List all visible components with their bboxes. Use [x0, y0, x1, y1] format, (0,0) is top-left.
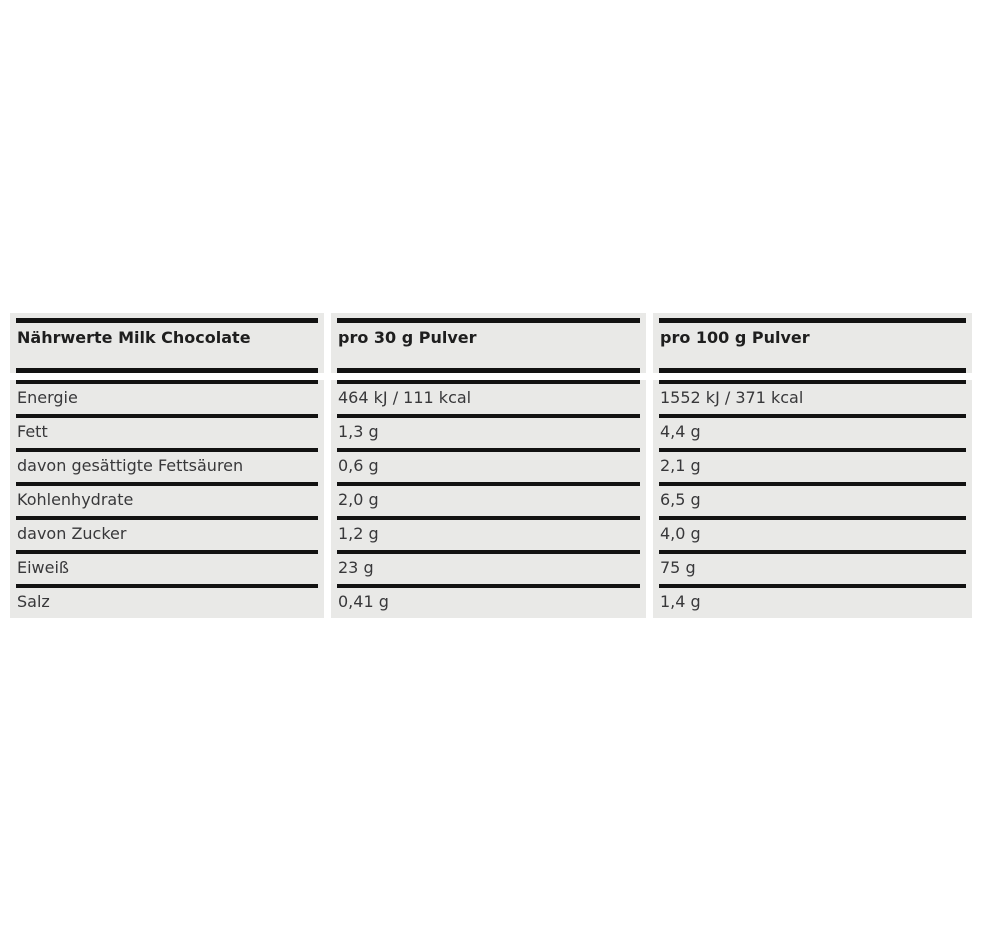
divider-line: [659, 550, 966, 554]
nutrient-row: Energie 464 kJ / 111 kcal 1552 kJ / 371 …: [10, 380, 972, 414]
per-30g-value: 0,41 g: [338, 592, 389, 611]
nutrient-label-cell: Salz: [10, 584, 324, 618]
per-100g-value: 2,1 g: [660, 456, 701, 475]
per-30g-value-cell: 1,3 g: [331, 414, 646, 448]
nutrient-label-cell: Fett: [10, 414, 324, 448]
nutrient-label-cell: Energie: [10, 380, 324, 414]
nutrient-label: Kohlenhydrate: [17, 490, 134, 509]
divider-line: [659, 380, 966, 384]
per-100g-value-cell: 1,4 g: [653, 584, 972, 618]
nutrient-label: Salz: [17, 592, 50, 611]
divider-line: [337, 482, 640, 486]
table-header-row: Nährwerte Milk Chocolate pro 30 g Pulver…: [10, 313, 972, 373]
per-100g-value: 4,0 g: [660, 524, 701, 543]
nutrient-row: Kohlenhydrate 2,0 g 6,5 g: [10, 482, 972, 516]
divider-line: [16, 584, 318, 588]
per-30g-value: 2,0 g: [338, 490, 379, 509]
per-30g-value-cell: 464 kJ / 111 kcal: [331, 380, 646, 414]
per-30g-value-cell: 23 g: [331, 550, 646, 584]
divider-line: [659, 516, 966, 520]
nutrient-label-cell: Eiweiß: [10, 550, 324, 584]
header-cell-per-100g: pro 100 g Pulver: [653, 313, 972, 373]
divider-line: [16, 516, 318, 520]
divider-line: [337, 380, 640, 384]
table-body: Energie 464 kJ / 111 kcal 1552 kJ / 371 …: [10, 380, 972, 618]
nutrient-label-cell: Kohlenhydrate: [10, 482, 324, 516]
per-100g-value-cell: 4,4 g: [653, 414, 972, 448]
divider-line: [16, 318, 318, 323]
per-30g-value-cell: 1,2 g: [331, 516, 646, 550]
nutrient-row: Fett 1,3 g 4,4 g: [10, 414, 972, 448]
per-30g-value: 0,6 g: [338, 456, 379, 475]
divider-line: [16, 414, 318, 418]
divider-line: [659, 414, 966, 418]
nutrient-label: Energie: [17, 388, 78, 407]
per-30g-value: 23 g: [338, 558, 374, 577]
per-30g-value: 1,3 g: [338, 422, 379, 441]
nutrient-row: davon gesättigte Fettsäuren 0,6 g 2,1 g: [10, 448, 972, 482]
nutrition-table: Nährwerte Milk Chocolate pro 30 g Pulver…: [10, 313, 972, 618]
per-100g-value: 6,5 g: [660, 490, 701, 509]
per-100g-value-cell: 2,1 g: [653, 448, 972, 482]
per-30g-value-cell: 2,0 g: [331, 482, 646, 516]
header-cell-per-30g: pro 30 g Pulver: [331, 313, 646, 373]
divider-line: [16, 550, 318, 554]
per-100g-value-cell: 1552 kJ / 371 kcal: [653, 380, 972, 414]
nutrient-row: Salz 0,41 g 1,4 g: [10, 584, 972, 618]
per-100g-value-cell: 6,5 g: [653, 482, 972, 516]
header-cell-nutrients: Nährwerte Milk Chocolate: [10, 313, 324, 373]
table-title: Nährwerte Milk Chocolate: [17, 328, 251, 347]
column-header-per-30g: pro 30 g Pulver: [338, 328, 477, 347]
per-30g-value-cell: 0,6 g: [331, 448, 646, 482]
divider-line: [337, 584, 640, 588]
nutrient-label: davon gesättigte Fettsäuren: [17, 456, 244, 475]
column-header-per-100g: pro 100 g Pulver: [660, 328, 810, 347]
per-100g-value: 75 g: [660, 558, 696, 577]
nutrient-label-cell: davon Zucker: [10, 516, 324, 550]
divider-line: [16, 482, 318, 486]
nutrient-label: davon Zucker: [17, 524, 127, 543]
per-100g-value-cell: 75 g: [653, 550, 972, 584]
divider-line: [659, 318, 966, 323]
per-100g-value: 1,4 g: [660, 592, 701, 611]
nutrient-label: Fett: [17, 422, 48, 441]
divider-line: [16, 448, 318, 452]
per-100g-value: 1552 kJ / 371 kcal: [660, 388, 804, 407]
divider-line: [337, 448, 640, 452]
per-30g-value: 1,2 g: [338, 524, 379, 543]
nutrient-label: Eiweiß: [17, 558, 70, 577]
per-100g-value: 4,4 g: [660, 422, 701, 441]
divider-line: [659, 368, 966, 373]
divider-line: [659, 482, 966, 486]
divider-line: [659, 584, 966, 588]
nutrient-label-cell: davon gesättigte Fettsäuren: [10, 448, 324, 482]
per-30g-value-cell: 0,41 g: [331, 584, 646, 618]
per-100g-value-cell: 4,0 g: [653, 516, 972, 550]
divider-line: [337, 318, 640, 323]
divider-line: [16, 380, 318, 384]
per-30g-value: 464 kJ / 111 kcal: [338, 388, 472, 407]
divider-line: [337, 516, 640, 520]
divider-line: [16, 368, 318, 373]
nutrient-row: Eiweiß 23 g 75 g: [10, 550, 972, 584]
divider-line: [659, 448, 966, 452]
divider-line: [337, 550, 640, 554]
nutrient-row: davon Zucker 1,2 g 4,0 g: [10, 516, 972, 550]
divider-line: [337, 414, 640, 418]
divider-line: [337, 368, 640, 373]
